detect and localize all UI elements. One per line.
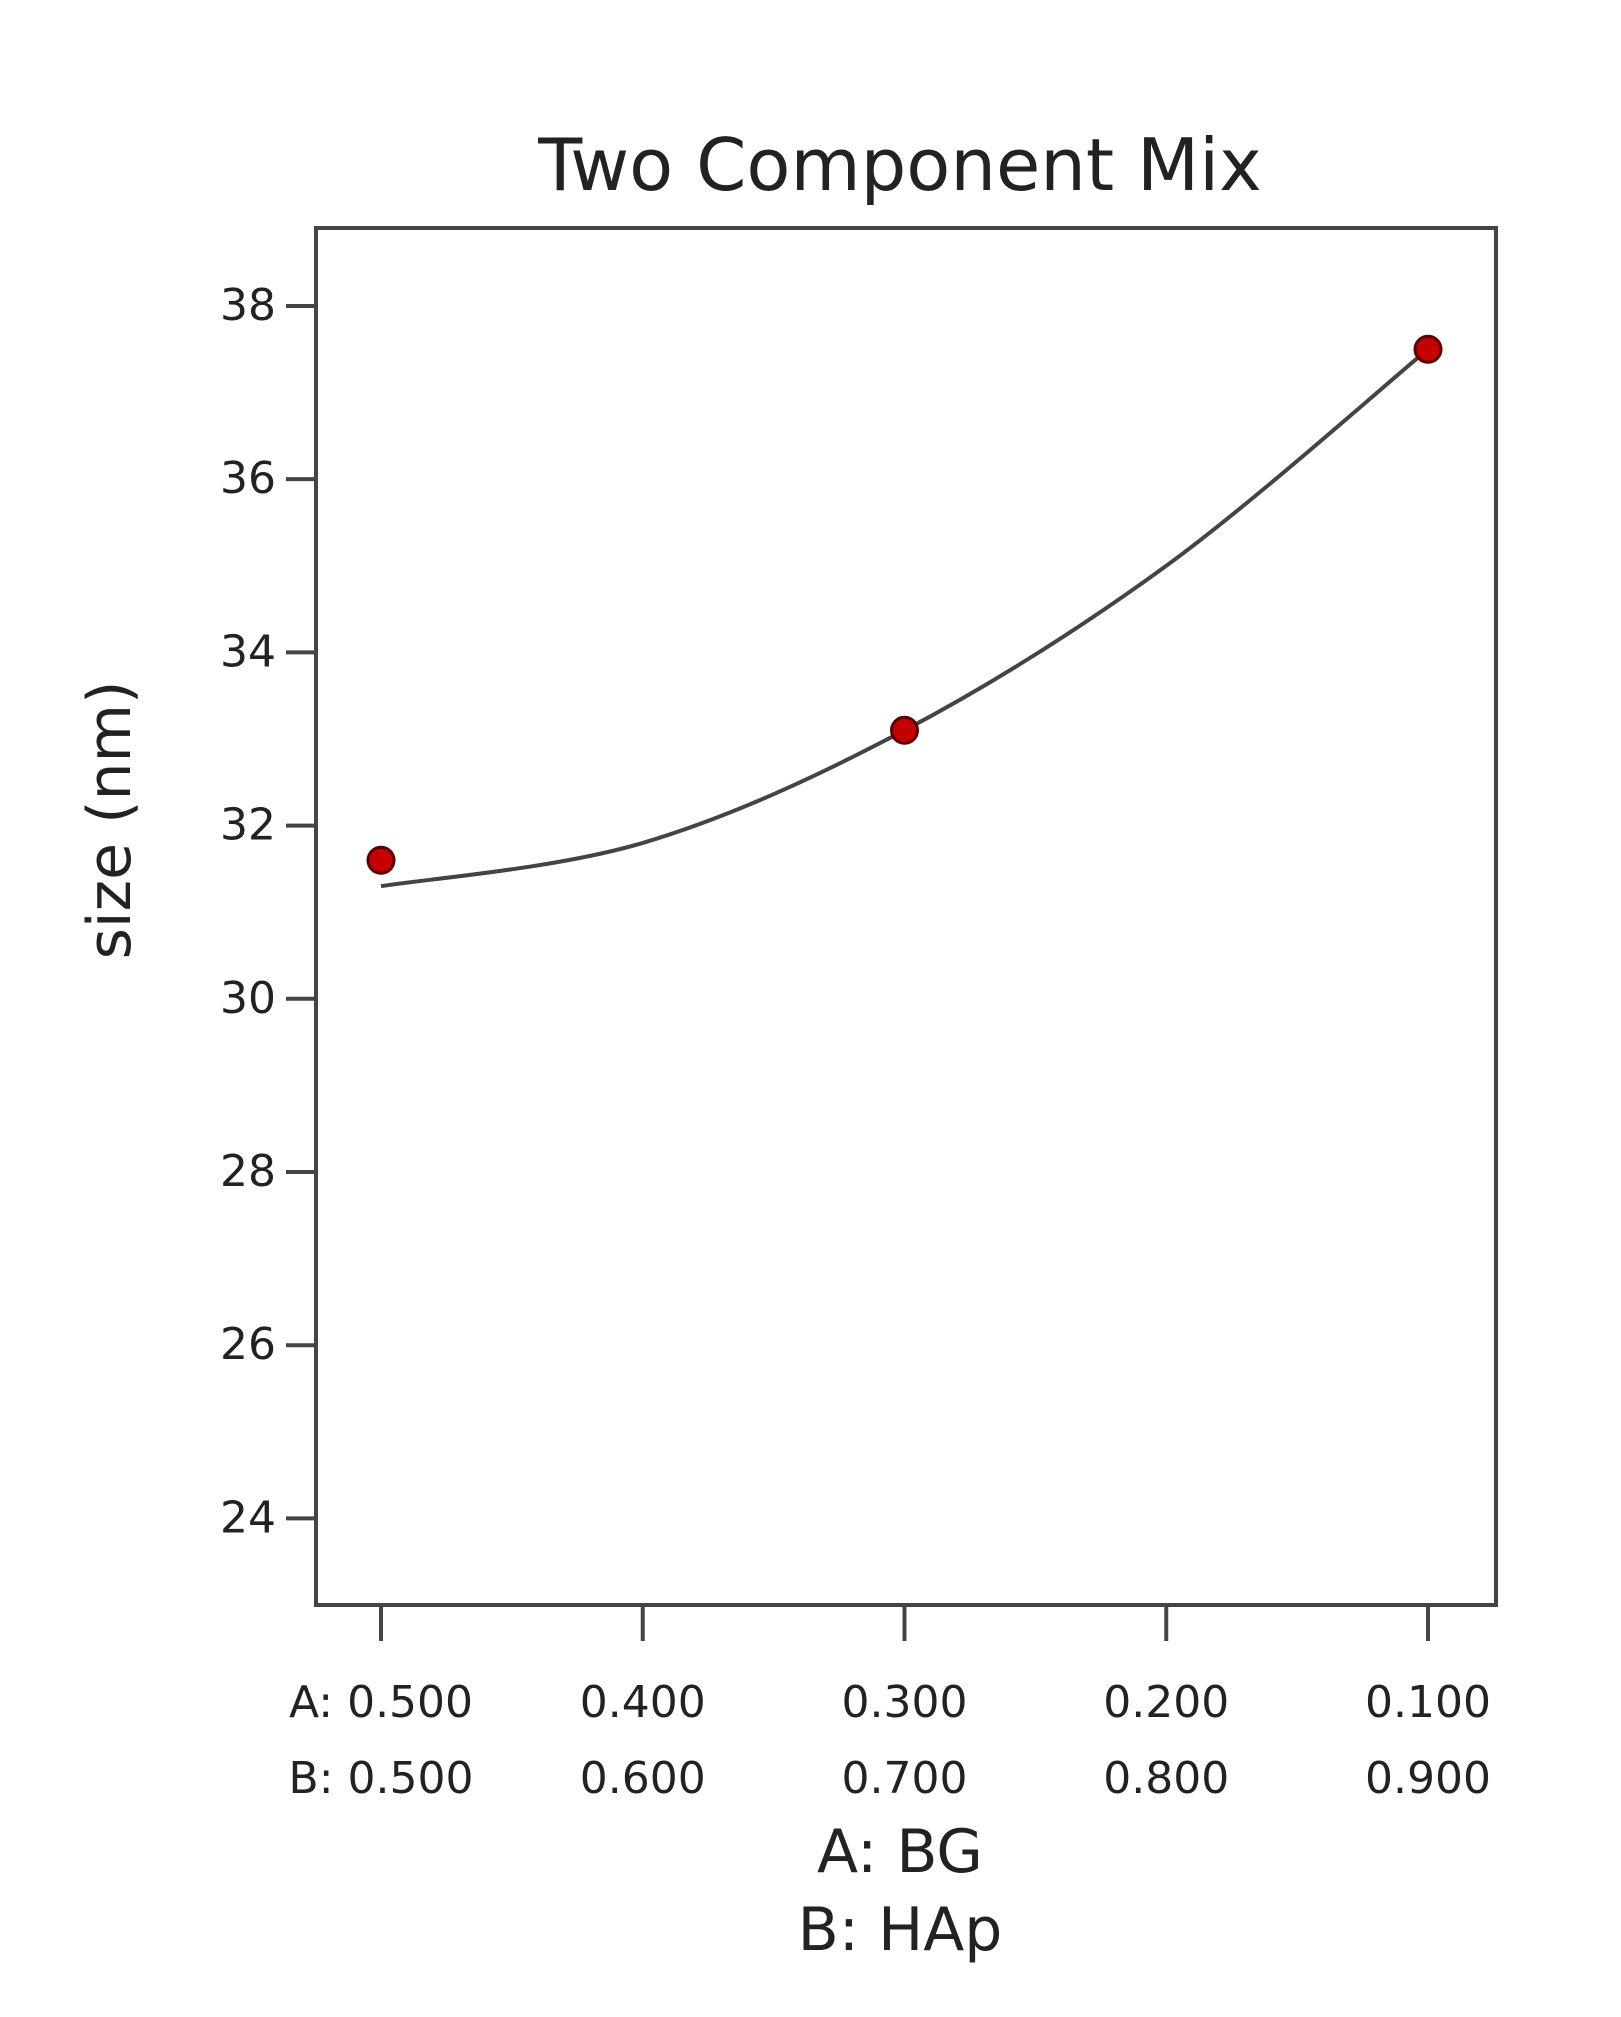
data-points: [366, 334, 1443, 875]
plot-frame: [314, 226, 1498, 1607]
y-tick-label-36: 36: [220, 453, 276, 504]
x-axis-label-a: A: BG: [817, 1817, 983, 1887]
x-tick-label-b-3: 0.800: [1103, 1753, 1229, 1804]
chart-title: Two Component Mix: [537, 123, 1262, 207]
x-tick-label-a-1: 0.400: [580, 1677, 706, 1728]
x-tick-label-a-3: 0.200: [1103, 1677, 1229, 1728]
data-point-0: [366, 845, 396, 875]
fit-curve: [380, 347, 1430, 889]
x-tick-label-a-4: 0.100: [1365, 1677, 1491, 1728]
y-axis-label: size (nm): [75, 681, 145, 960]
x-axis-ticks: A: 0.500 B: 0.500 0.400 0.600 0.300 0.700 0.20…: [289, 1605, 1491, 1804]
x-tick-label-b-2: 0.700: [842, 1753, 968, 1804]
y-tick-label-30: 30: [220, 973, 276, 1024]
x-tick-label-b-0: B: 0.500: [289, 1753, 474, 1804]
x-tick-label-b-1: 0.600: [580, 1753, 706, 1804]
x-axis-label-b: B: HAp: [798, 1895, 1003, 1965]
data-point-1: [890, 715, 919, 745]
y-tick-label-28: 28: [220, 1146, 276, 1197]
x-tick-label-b-4: 0.900: [1365, 1753, 1491, 1804]
y-tick-label-26: 26: [220, 1319, 276, 1370]
data-point-2: [1413, 334, 1443, 364]
y-tick-label-32: 32: [220, 800, 276, 851]
x-tick-label-a-0: A: 0.500: [289, 1677, 473, 1728]
y-axis-ticks: 24 26 28 30 32 34 36 38: [220, 280, 316, 1543]
y-tick-label-24: 24: [220, 1492, 276, 1543]
x-tick-label-a-2: 0.300: [842, 1677, 968, 1728]
y-tick-label-34: 34: [220, 626, 276, 677]
y-tick-label-38: 38: [220, 280, 276, 331]
